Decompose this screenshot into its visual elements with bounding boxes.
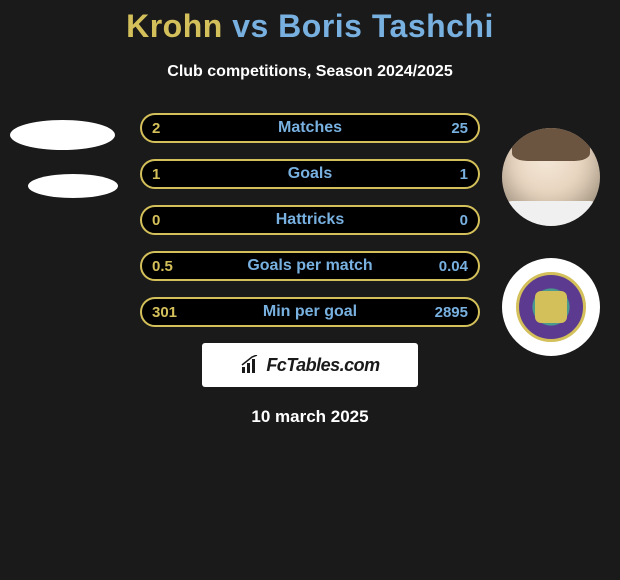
stat-row: 2 Matches 25 — [140, 113, 480, 143]
stat-row: 1 Goals 1 — [140, 159, 480, 189]
player-a-name: Krohn — [126, 8, 223, 44]
chart-icon — [240, 355, 260, 375]
stat-row: 0.5 Goals per match 0.04 — [140, 251, 480, 281]
stat-value-left: 2 — [152, 120, 160, 137]
stat-value-left: 301 — [152, 304, 177, 321]
page-title: Krohn vs Boris Tashchi — [0, 8, 620, 45]
stat-value-right: 0 — [460, 212, 468, 229]
stat-label: Min per goal — [263, 303, 357, 321]
date-text: 10 march 2025 — [0, 407, 620, 427]
stat-row: 0 Hattricks 0 — [140, 205, 480, 235]
player-b-name: Boris Tashchi — [278, 8, 494, 44]
stat-value-right: 0.04 — [439, 258, 468, 275]
subtitle: Club competitions, Season 2024/2025 — [0, 63, 620, 81]
stats-panel: 2 Matches 25 1 Goals 1 0 Hattricks 0 0.5 Goals per… — [0, 113, 620, 327]
stat-value-right: 25 — [451, 120, 468, 137]
stat-label: Goals — [288, 165, 332, 183]
stat-label: Matches — [278, 119, 342, 137]
brand-logo: FcTables.com — [202, 343, 418, 387]
stat-value-left: 0.5 — [152, 258, 173, 275]
stat-row: 301 Min per goal 2895 — [140, 297, 480, 327]
brand-text: FcTables.com — [266, 355, 379, 376]
stat-value-left: 0 — [152, 212, 160, 229]
stat-value-right: 1 — [460, 166, 468, 183]
stat-value-left: 1 — [152, 166, 160, 183]
stat-label: Goals per match — [247, 257, 372, 275]
stat-label: Hattricks — [276, 211, 344, 229]
versus-text: vs — [232, 8, 269, 44]
stat-value-right: 2895 — [435, 304, 468, 321]
